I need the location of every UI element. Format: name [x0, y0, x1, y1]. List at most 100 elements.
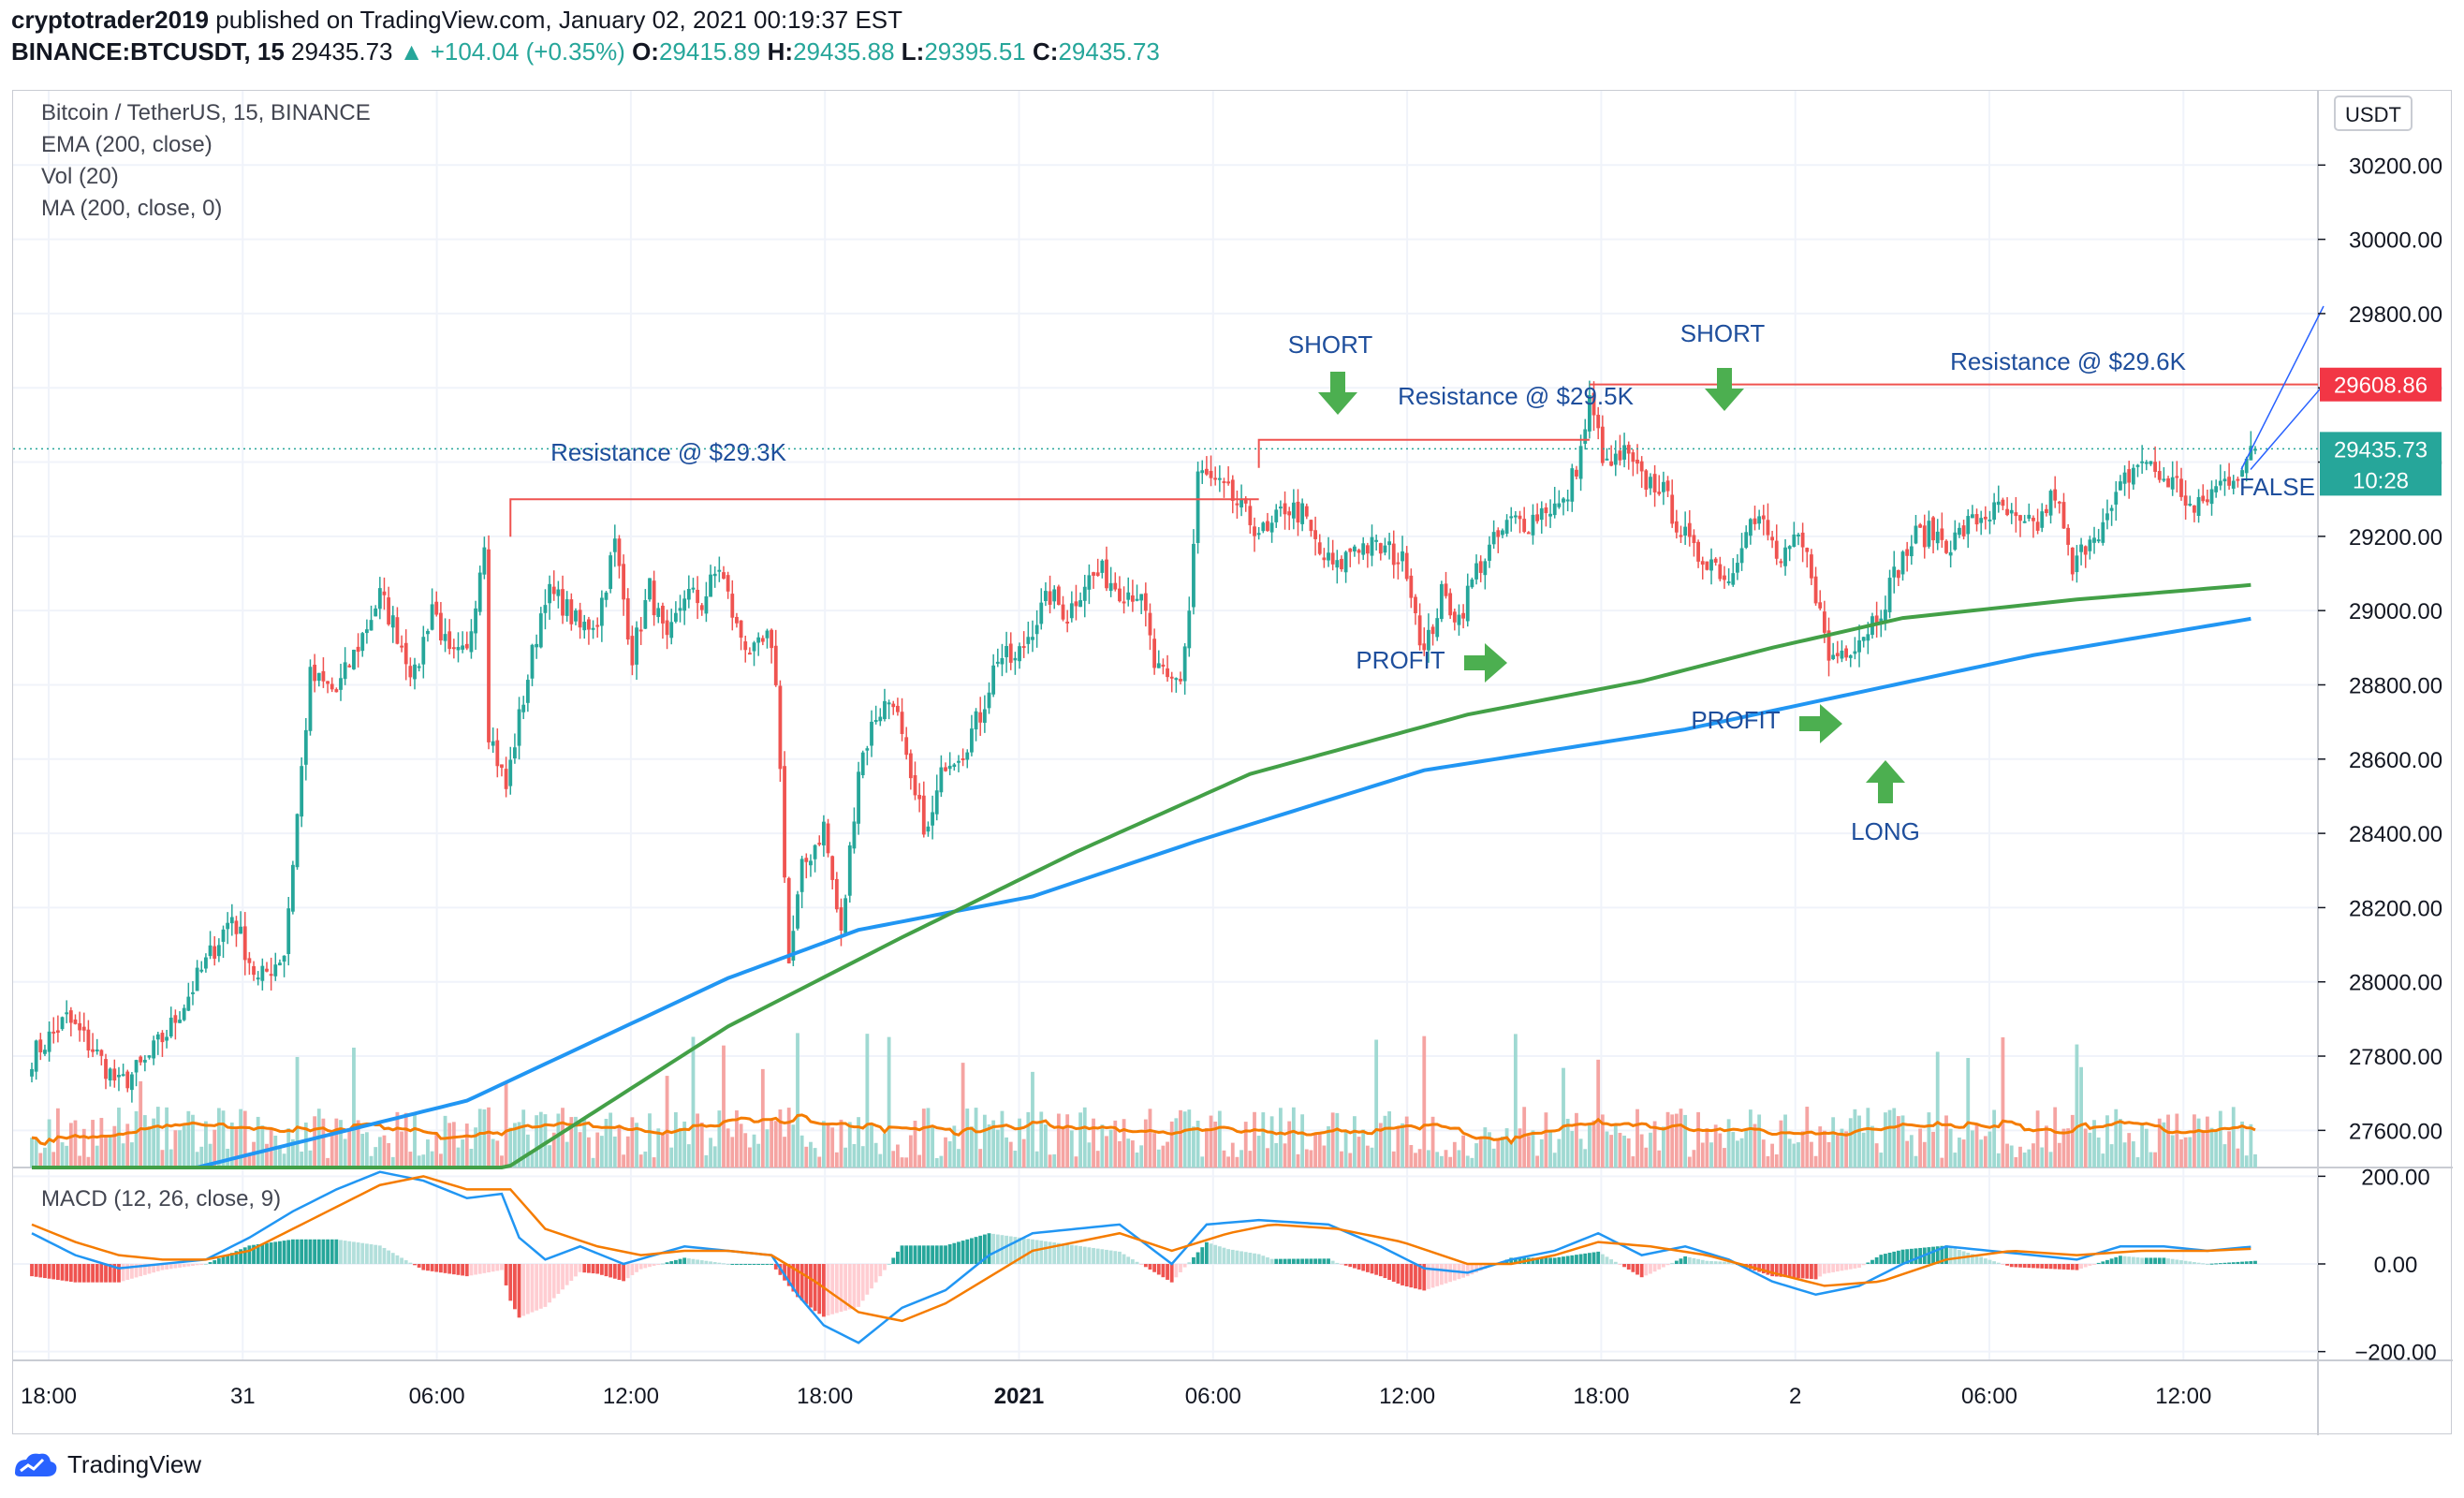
volume-bar	[1461, 1135, 1466, 1168]
candle-body	[1844, 648, 1849, 658]
candle-body	[1378, 543, 1383, 554]
macd-histogram-bar	[1783, 1264, 1787, 1278]
candle-body	[2201, 495, 2206, 502]
candle-body	[1279, 507, 1283, 509]
candle-body	[1961, 525, 1966, 536]
macd-histogram-bar	[1261, 1256, 1266, 1264]
macd-histogram-bar	[2249, 1261, 2253, 1264]
volume-bar	[887, 1036, 891, 1168]
legend-ema[interactable]: EMA (200, close)	[41, 132, 213, 157]
macd-histogram-bar	[900, 1245, 904, 1264]
macd-histogram-bar	[1575, 1255, 1578, 1264]
candle-body	[1353, 546, 1357, 551]
volume-bar	[1961, 1139, 1966, 1168]
macd-histogram-bar	[957, 1241, 961, 1264]
candle-body	[944, 767, 947, 771]
candle-body	[2175, 476, 2179, 478]
macd-histogram-bar	[673, 1259, 678, 1264]
candle-body	[252, 966, 256, 976]
candle-body	[1108, 582, 1113, 592]
candle-body	[1261, 522, 1266, 532]
volume-bar	[865, 1034, 870, 1168]
volume-bar	[1213, 1121, 1218, 1168]
macd-histogram-bar	[870, 1264, 873, 1289]
legend-ma[interactable]: MA (200, close, 0)	[41, 196, 223, 221]
author-name[interactable]: cryptotrader2019	[11, 6, 209, 34]
candle-body	[826, 823, 830, 854]
macd-histogram-bar	[295, 1239, 300, 1264]
candle-body	[513, 747, 517, 759]
candle-body	[1587, 394, 1591, 432]
candle-body	[247, 958, 252, 963]
volume-bar	[1422, 1035, 1427, 1168]
volume-bar	[1000, 1110, 1005, 1168]
volume-bar	[1253, 1111, 1256, 1168]
volume-bar	[290, 1138, 295, 1168]
ema-200-line	[32, 616, 2251, 1169]
volume-bar	[234, 1129, 239, 1168]
tradingview-brand[interactable]: TradingView	[67, 1449, 202, 1478]
chart-frame[interactable]: 18:00 31 06:00 12:00 18:00 2021 06:00 12:00 18:0…	[12, 90, 2453, 1435]
candle-body	[1174, 678, 1179, 681]
candle-body	[1974, 514, 1979, 525]
legend-macd[interactable]: MACD (12, 26, close, 9)	[41, 1186, 282, 1212]
macd-histogram-bar	[178, 1264, 182, 1268]
macd-histogram-bar	[599, 1264, 604, 1275]
macd-histogram-bar	[1818, 1264, 1823, 1277]
candle-body	[1195, 471, 1200, 543]
candle-body	[1253, 526, 1256, 536]
candle-body	[482, 547, 487, 575]
volume-bar	[1570, 1131, 1575, 1168]
macd-histogram-bar	[735, 1264, 739, 1265]
candle-body	[121, 1074, 125, 1077]
price-axis-label: 28200.00	[2349, 896, 2442, 921]
volume-bar	[1335, 1112, 1340, 1168]
tradingview-logo-icon[interactable]	[11, 1450, 58, 1478]
macd-histogram-bar	[2022, 1264, 2027, 1268]
volume-bar	[2009, 1145, 2014, 1168]
volume-bar	[604, 1118, 609, 1168]
macd-axis-label: 0.00	[2374, 1253, 2418, 1278]
volume-bar	[508, 1127, 513, 1168]
volume-bar	[1622, 1135, 1626, 1168]
candle-body	[112, 1068, 117, 1081]
macd-histogram-bar	[229, 1253, 234, 1264]
candle-body	[1635, 460, 1639, 464]
candle-body	[1996, 501, 2001, 506]
volume-bar	[1687, 1156, 1692, 1168]
macd-histogram-bar	[961, 1241, 965, 1264]
candle-body	[1488, 544, 1491, 561]
macd-histogram-bar	[865, 1264, 870, 1295]
resistance-label-29300: Resistance @ $29.3K	[550, 438, 787, 466]
volume-bar	[730, 1137, 735, 1168]
price-chart[interactable]: 18:00 31 06:00 12:00 18:00 2021 06:00 12:00 18:0…	[13, 91, 2453, 1435]
volume-bar	[2240, 1121, 2244, 1168]
candle-body	[1662, 481, 1665, 492]
volume-bar	[221, 1110, 226, 1168]
volume-bar	[1987, 1131, 1992, 1168]
macd-histogram-bar	[2131, 1256, 2135, 1264]
macd-histogram-bar	[1679, 1258, 1683, 1264]
volume-bar	[1896, 1116, 1900, 1168]
volume-bar	[1182, 1111, 1187, 1168]
volume-bar	[587, 1137, 591, 1168]
volume-bar	[273, 1135, 278, 1168]
volume-bar	[1874, 1143, 1879, 1168]
macd-histogram-bar	[852, 1264, 857, 1309]
price-axis-label: 30000.00	[2349, 228, 2442, 254]
candle-body	[952, 764, 957, 768]
macd-histogram-bar	[374, 1244, 378, 1264]
macd-histogram-bar	[1914, 1248, 1918, 1264]
volume-bar	[1739, 1138, 1744, 1168]
macd-histogram-bar	[199, 1264, 204, 1265]
macd-axis-label: 200.00	[2361, 1165, 2429, 1190]
legend-vol[interactable]: Vol (20)	[41, 164, 119, 189]
long-label: LONG	[1851, 817, 1920, 845]
macd-histogram-bar	[2075, 1264, 2079, 1270]
macd-histogram-bar	[403, 1260, 408, 1264]
volume-bar	[178, 1130, 182, 1168]
volume-bar	[1353, 1116, 1357, 1168]
volume-bar	[1357, 1137, 1361, 1168]
candle-body	[2222, 478, 2227, 482]
macd-histogram-bar	[1887, 1252, 1892, 1264]
